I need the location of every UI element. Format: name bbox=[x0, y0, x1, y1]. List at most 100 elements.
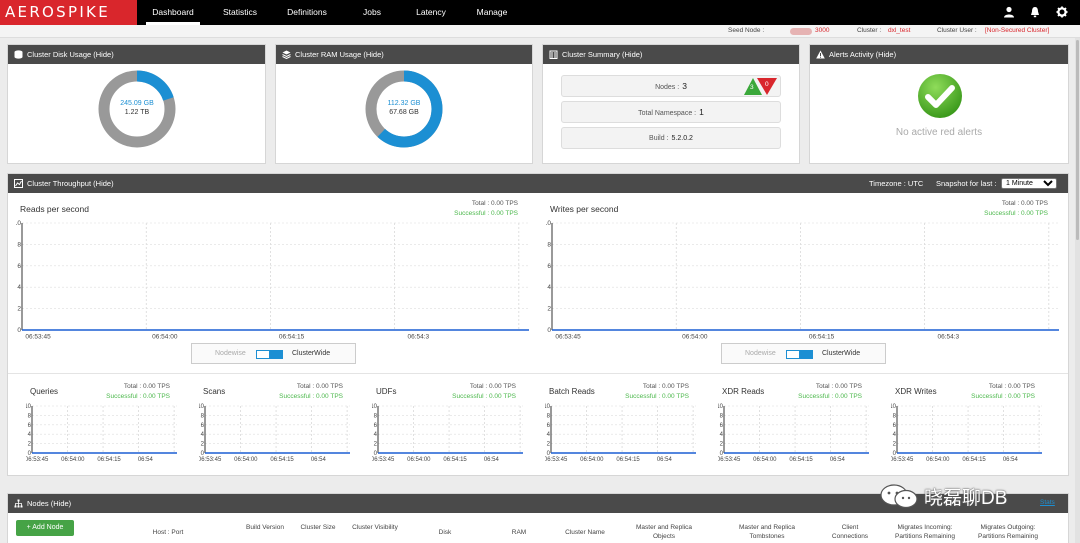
reads-chart-title: Reads per second bbox=[20, 204, 89, 214]
y-tick-label: 2 bbox=[547, 442, 551, 448]
col-cluster-size[interactable]: Cluster Size bbox=[300, 524, 336, 531]
scans-total: Total : 0.00 TPS bbox=[296, 383, 343, 390]
col-host-port[interactable]: Host : Port bbox=[152, 529, 184, 536]
col-disk[interactable]: Disk bbox=[438, 529, 452, 536]
y-tick-label: 6 bbox=[720, 423, 724, 429]
nav-statistics[interactable]: Statistics bbox=[222, 7, 257, 17]
nodes-label: Nodes : bbox=[655, 84, 680, 91]
database-icon bbox=[14, 50, 23, 59]
gear-icon[interactable] bbox=[1056, 6, 1068, 18]
no-alerts-message: No active red alerts bbox=[895, 127, 983, 138]
nav-definitions[interactable]: Definitions bbox=[287, 7, 327, 17]
snapshot-label: Snapshot for last : bbox=[936, 179, 997, 188]
y-tick-label: 2 bbox=[201, 442, 205, 448]
col-migrates-outgoing[interactable]: Migrates Outgoing: Partitions Remaining bbox=[978, 524, 1038, 540]
y-tick-label: 6 bbox=[201, 423, 205, 429]
x-tick-label: 06:54 bbox=[138, 457, 154, 463]
y-tick-label: 10 bbox=[891, 404, 897, 410]
y-tick-label: 10 bbox=[26, 404, 32, 410]
toggle-switch[interactable] bbox=[786, 350, 813, 359]
scans-chart: 0 2 4 6 8 10 06:53:45 06:54:00 06:54:15 06:54 bbox=[199, 404, 350, 463]
y-tick-label: 2 bbox=[720, 442, 724, 448]
col-master-replica-tombstones[interactable]: Master and Replica Tombstones bbox=[739, 524, 795, 540]
x-tick-label: 06:54:00 bbox=[580, 457, 604, 463]
col-migrates-incoming[interactable]: Migrates Incoming: Partitions Remaining bbox=[895, 524, 955, 540]
namespace-count: 1 bbox=[699, 107, 704, 117]
cluster-info-bar: Seed Node : 3000 Cluster : dxl_test Clus… bbox=[0, 25, 1080, 38]
writes-successful: Successful : 0.00 TPS bbox=[984, 210, 1048, 217]
y-tick-label: 2 bbox=[547, 306, 551, 313]
col-build-version[interactable]: Build Version bbox=[246, 524, 284, 531]
toggle-switch[interactable] bbox=[256, 350, 283, 359]
x-tick-label: 06:54:15 bbox=[809, 334, 835, 341]
bell-icon[interactable] bbox=[1029, 6, 1041, 18]
y-tick-label: 0 bbox=[893, 451, 897, 457]
y-tick-label: 4 bbox=[201, 432, 205, 438]
xdr-reads-chart-title: XDR Reads bbox=[722, 387, 765, 396]
col-master-replica-objects[interactable]: Master and Replica Objects bbox=[636, 524, 692, 540]
scans-chart-title: Scans bbox=[203, 387, 226, 396]
nav-manage[interactable]: Manage bbox=[476, 7, 508, 17]
y-tick-label: 0 bbox=[28, 451, 32, 457]
aerospike-logo[interactable]: AEROSPIKE bbox=[0, 0, 137, 25]
warning-icon bbox=[816, 50, 825, 59]
queries-chart-title: Queries bbox=[30, 387, 59, 396]
x-tick-label: 06:53:45 bbox=[372, 457, 395, 463]
throughput-header[interactable]: Cluster Throughput (Hide) Timezone : UTC… bbox=[8, 174, 1068, 193]
nav-latency[interactable]: Latency bbox=[416, 7, 446, 17]
y-tick-label: 2 bbox=[28, 442, 32, 448]
ram-used-value: 112.32 GB bbox=[387, 100, 421, 107]
page-scrollbar[interactable] bbox=[1075, 38, 1080, 543]
y-tick-label: 4 bbox=[720, 432, 724, 438]
x-tick-label: 06:54:15 bbox=[97, 457, 121, 463]
cluster-summary-header[interactable]: Cluster Summary (Hide) bbox=[543, 45, 799, 64]
snapshot-select[interactable]: 1 Minute bbox=[1001, 178, 1057, 189]
y-tick-label: 10 bbox=[372, 404, 378, 410]
y-tick-label: 0 bbox=[17, 327, 21, 334]
nodes-up-count: 3 bbox=[750, 84, 754, 91]
cluster-label: Cluster : bbox=[857, 27, 882, 34]
y-tick-label: 6 bbox=[893, 423, 897, 429]
reset-stats-link[interactable]: Stats bbox=[1040, 499, 1055, 506]
add-node-button[interactable]: + Add Node bbox=[16, 520, 74, 536]
disk-usage-header[interactable]: Cluster Disk Usage (Hide) bbox=[8, 45, 265, 64]
col-cluster-name[interactable]: Cluster Name bbox=[565, 529, 605, 536]
ram-usage-header[interactable]: Cluster RAM Usage (Hide) bbox=[276, 45, 532, 64]
y-tick-label: 8 bbox=[201, 413, 205, 419]
xdr-reads-total: Total : 0.00 TPS bbox=[815, 383, 862, 390]
namespace-summary: Total Namespace :1 bbox=[561, 101, 781, 123]
x-tick-label: 06:54:15 bbox=[443, 457, 467, 463]
watermark-text: 晓磊聊DB bbox=[924, 488, 1008, 509]
y-tick-label: 2 bbox=[374, 442, 378, 448]
writes-nodewise-toggle[interactable]: Nodewise ClusterWide bbox=[721, 343, 886, 364]
reads-nodewise-toggle[interactable]: Nodewise ClusterWide bbox=[191, 343, 356, 364]
build-version: 5.2.0.2 bbox=[671, 135, 693, 142]
y-tick-label: 10 bbox=[16, 220, 21, 227]
nav-jobs[interactable]: Jobs bbox=[363, 7, 381, 17]
nav-dashboard[interactable]: Dashboard bbox=[146, 0, 200, 25]
col-ram[interactable]: RAM bbox=[511, 529, 527, 536]
col-cluster-visibility[interactable]: Cluster Visibility bbox=[352, 524, 398, 531]
y-tick-label: 10 bbox=[545, 404, 551, 410]
x-tick-label: 06:53:45 bbox=[199, 457, 222, 463]
alerts-header[interactable]: Alerts Activity (Hide) bbox=[810, 45, 1068, 64]
y-tick-label: 6 bbox=[17, 263, 21, 270]
batch-reads-chart-title: Batch Reads bbox=[549, 387, 595, 396]
y-tick-label: 10 bbox=[199, 404, 205, 410]
y-tick-label: 2 bbox=[17, 306, 21, 313]
nodes-down-count: 0 bbox=[765, 81, 769, 88]
disk-usage-panel: Cluster Disk Usage (Hide) 245.09 GB 1.22… bbox=[7, 44, 266, 164]
col-client-connections[interactable]: Client Connections bbox=[831, 524, 869, 540]
udfs-chart: 0 2 4 6 8 10 06:53:45 06:54:00 06:54:15 06:54 bbox=[372, 404, 523, 463]
batch-reads-successful: Successful : 0.00 TPS bbox=[625, 393, 689, 400]
x-tick-label: 06:54:15 bbox=[962, 457, 986, 463]
scrollbar-thumb[interactable] bbox=[1076, 40, 1079, 240]
y-tick-label: 2 bbox=[893, 442, 897, 448]
user-icon[interactable] bbox=[1003, 6, 1015, 18]
y-tick-label: 4 bbox=[17, 284, 21, 291]
reads-successful: Successful : 0.00 TPS bbox=[454, 210, 518, 217]
y-tick-label: 8 bbox=[28, 413, 32, 419]
cluster-user-label: Cluster User : bbox=[937, 27, 977, 34]
nodes-header[interactable]: Nodes (Hide) bbox=[8, 494, 1068, 513]
udfs-total: Total : 0.00 TPS bbox=[469, 383, 516, 390]
